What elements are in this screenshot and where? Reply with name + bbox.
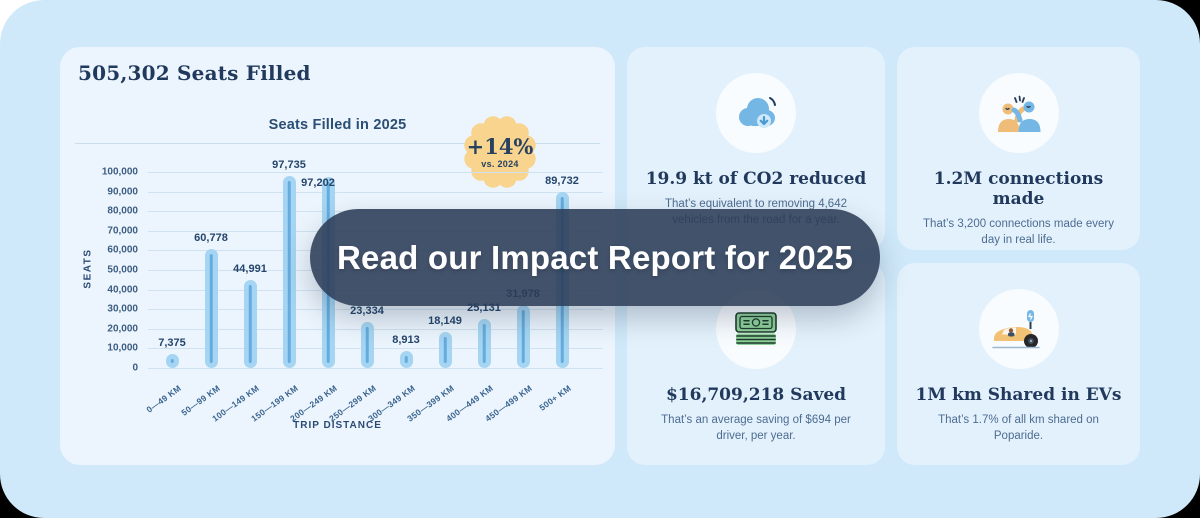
co2-card-title: 19.9 kt of CO2 reduced xyxy=(645,169,867,189)
chart-bar xyxy=(477,318,491,368)
co2-icon-circle xyxy=(716,73,796,153)
savings-card-subtitle: That’s an average saving of $694 per dri… xyxy=(661,414,851,443)
ev-card-title: 1M km Shared in EVs xyxy=(915,385,1122,405)
divider-line xyxy=(75,143,600,144)
ev-card-subtitle: That’s 1.7% of all km shared on Poparide… xyxy=(938,414,1099,443)
seal-shape-icon xyxy=(464,116,536,188)
chart-bar xyxy=(399,350,413,368)
y-axis-tick: 10,000 xyxy=(107,342,138,354)
bar-value-label: 89,732 xyxy=(545,175,579,188)
connections-card: 1.2M connections made That’s 3,200 conne… xyxy=(897,47,1140,250)
co2-cloud-download-icon xyxy=(739,97,776,128)
gridline xyxy=(148,368,603,369)
connections-card-title: 1.2M connections made xyxy=(933,169,1104,209)
ev-icon-circle xyxy=(978,289,1059,369)
chart-bar xyxy=(204,248,218,368)
connections-icon-circle xyxy=(978,73,1059,153)
growth-badge: +14% vs. 2024 xyxy=(461,113,539,191)
chart-bar xyxy=(282,176,296,368)
y-axis-tick: 40,000 xyxy=(107,284,138,296)
chart-title: Seats Filled in 2025 xyxy=(268,117,407,133)
y-axis-tick: 100,000 xyxy=(101,166,138,178)
gridline xyxy=(148,191,603,193)
money-stack-icon xyxy=(735,311,777,345)
y-axis-tick: 30,000 xyxy=(107,303,138,315)
bar-value-label: 8,913 xyxy=(392,333,420,346)
y-axis-tick: 70,000 xyxy=(107,225,138,237)
badge-sublabel: vs. 2024 xyxy=(481,158,519,169)
gridline xyxy=(148,328,603,330)
high-five-icon xyxy=(997,95,1040,132)
impact-report-button-label: Read our Impact Report for 2025 xyxy=(337,238,853,276)
bar-value-label: 23,334 xyxy=(350,305,384,318)
bar-value-label: 7,375 xyxy=(158,336,186,349)
gridline xyxy=(148,309,603,311)
chart-bar xyxy=(516,305,530,368)
bar-value-label: 97,735 xyxy=(272,159,306,172)
panel-heading: 505,302 Seats Filled xyxy=(78,61,311,85)
connections-card-subtitle: That’s 3,200 connections made every day … xyxy=(923,218,1114,247)
ev-card: 1M km Shared in EVs That’s 1.7% of all k… xyxy=(897,263,1140,465)
impact-report-button[interactable]: Read our Impact Report for 2025 xyxy=(310,209,880,306)
y-axis-tick: 60,000 xyxy=(107,244,138,256)
savings-card-title: $16,709,218 Saved xyxy=(665,385,847,405)
ev-car-charging-icon xyxy=(991,310,1040,349)
y-axis-tick: 50,000 xyxy=(107,264,138,276)
growth-badge-text: +14% vs. 2024 xyxy=(461,113,539,191)
bar-value-label: 60,778 xyxy=(194,231,228,244)
gridline xyxy=(148,172,603,173)
chart-bar xyxy=(243,279,257,368)
bar-value-label: 97,202 xyxy=(301,177,335,190)
chart-bar xyxy=(360,322,374,368)
y-axis-tick: 80,000 xyxy=(107,205,138,217)
gridline xyxy=(148,348,603,350)
y-axis-tick: 0 xyxy=(132,362,138,374)
bar-value-label: 18,149 xyxy=(428,315,462,328)
chart-bar xyxy=(165,353,179,368)
chart-bar xyxy=(438,332,452,368)
badge-value: +14% xyxy=(466,133,534,159)
bar-value-label: 44,991 xyxy=(233,262,267,275)
y-axis-tick: 90,000 xyxy=(107,186,138,198)
x-axis-title: TRIP DISTANCE xyxy=(293,420,382,431)
y-axis-tick: 20,000 xyxy=(107,323,138,335)
